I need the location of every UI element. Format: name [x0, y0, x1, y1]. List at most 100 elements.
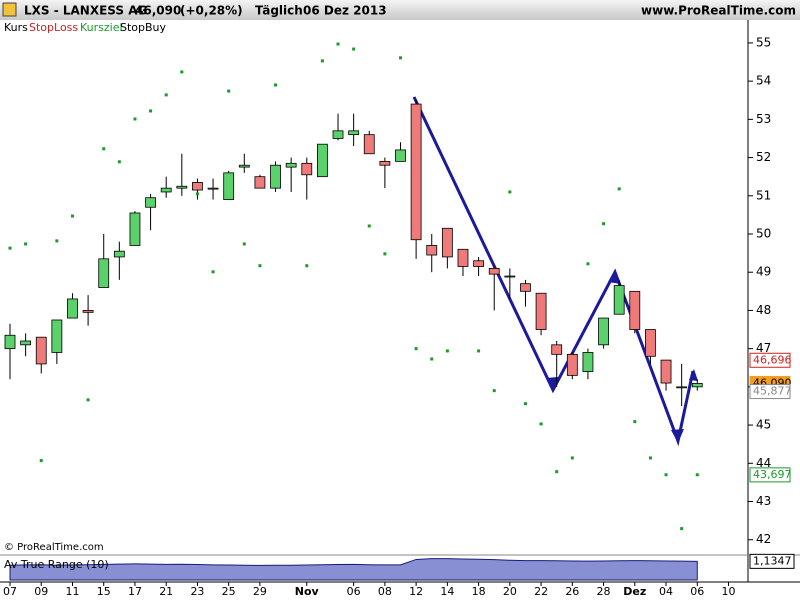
kursziel-dot [336, 42, 340, 46]
x-tick-label: Nov [295, 585, 320, 598]
candle-body [129, 212, 141, 246]
y-tick-label: 47 [756, 341, 771, 355]
kursziel-dot [570, 456, 574, 460]
x-tick-label: 12 [409, 585, 423, 598]
x-tick-label: 09 [34, 585, 48, 598]
y-tick-label: 44 [756, 456, 771, 470]
kursziel-dot [602, 222, 606, 226]
site: www.ProRealTime.com [641, 4, 796, 18]
date: 06 Dez 2013 [303, 4, 387, 18]
candle-body [426, 245, 438, 256]
candle-body [441, 227, 453, 258]
candle-body [238, 164, 250, 168]
candle-body [51, 319, 63, 353]
kursziel-dot [102, 147, 106, 151]
candle-body [35, 336, 47, 365]
x-tick-label: 10 [722, 585, 736, 598]
y-tick-label: 42 [756, 532, 771, 546]
candle-body [332, 130, 344, 139]
kursziel-dot [274, 83, 278, 87]
kursziel-dot [664, 473, 668, 477]
menu-icon[interactable] [2, 2, 17, 17]
kursziel-dot [242, 242, 246, 246]
candle-body [4, 334, 16, 350]
level-label: 46,696 [753, 353, 792, 366]
level-label: 45,877 [753, 385, 792, 398]
kursziel-dot [117, 160, 121, 164]
legend-stoploss: StopLoss [29, 21, 78, 34]
candle-body [551, 344, 563, 355]
candle-body [160, 187, 172, 193]
kursziel-dot [180, 70, 184, 74]
candle-body [645, 329, 656, 357]
kursziel-dot [477, 349, 481, 353]
candle-body [20, 340, 32, 346]
kursziel-dot [39, 459, 43, 463]
kursziel-dot [164, 93, 168, 97]
kursziel-dot [70, 214, 74, 218]
candle-body [67, 298, 78, 319]
candle-body [176, 185, 188, 189]
candle-body [395, 149, 406, 162]
x-tick-label: 17 [128, 585, 142, 598]
x-tick-label: 29 [253, 585, 267, 598]
candle-body [676, 386, 688, 389]
y-tick-label: 53 [756, 112, 771, 126]
kursziel-dot [305, 264, 309, 268]
candle-body [613, 285, 625, 315]
x-tick-label: 15 [97, 585, 111, 598]
candle-body [223, 172, 235, 201]
x-tick-label: 26 [565, 585, 579, 598]
x-tick-label: 07 [3, 585, 17, 598]
candle-body [363, 134, 375, 155]
candle-body [113, 250, 125, 258]
candle-body [598, 317, 609, 346]
kursziel-dot [133, 117, 137, 121]
atr-area [9, 558, 698, 581]
kursziel-dot [539, 422, 543, 426]
legend-stopbuy: StopBuy [120, 21, 167, 34]
x-tick-label: 28 [597, 585, 611, 598]
kursziel-dot [258, 264, 262, 268]
candle-body [691, 383, 703, 388]
change: (+0,28%) [180, 4, 243, 18]
candle-body [566, 353, 578, 376]
kursziel-dot [555, 470, 559, 474]
y-tick-label: 55 [756, 35, 771, 49]
legend-kurs: Kurs [4, 21, 28, 34]
candle-body [504, 275, 516, 278]
x-tick-label: 22 [534, 585, 548, 598]
kursziel-dot [383, 252, 387, 256]
level-box [749, 352, 791, 368]
kursziel-dot [24, 242, 28, 246]
candle-body [192, 182, 203, 191]
x-tick-label: 06 [347, 585, 361, 598]
x-tick-label: 11 [65, 585, 79, 598]
candle-body [660, 359, 672, 384]
candle-body [488, 267, 500, 275]
candle-body [410, 103, 422, 241]
candle-body [316, 143, 328, 178]
atr-box [749, 553, 795, 569]
candle-body [285, 162, 297, 168]
kursziel-dot [523, 402, 527, 406]
kursziel-dot [149, 109, 153, 113]
candle-body [535, 292, 547, 330]
y-tick-label: 49 [756, 265, 771, 279]
header-bar [0, 0, 800, 20]
level-box [749, 384, 791, 400]
kursziel-dot [399, 56, 402, 60]
x-tick-label: 06 [690, 585, 704, 598]
kursziel-dot [633, 420, 637, 424]
candle-body [582, 352, 594, 372]
kursziel-dot [195, 192, 199, 196]
kursziel-dot [227, 89, 231, 93]
y-tick-label: 54 [756, 74, 771, 88]
x-tick-label: 18 [472, 585, 486, 598]
candle-body [207, 187, 219, 190]
y-tick-label: 51 [756, 188, 771, 202]
y-tick-label: 45 [756, 418, 771, 432]
candle-body [348, 130, 360, 136]
atr-label: 1,1347 [753, 554, 792, 567]
